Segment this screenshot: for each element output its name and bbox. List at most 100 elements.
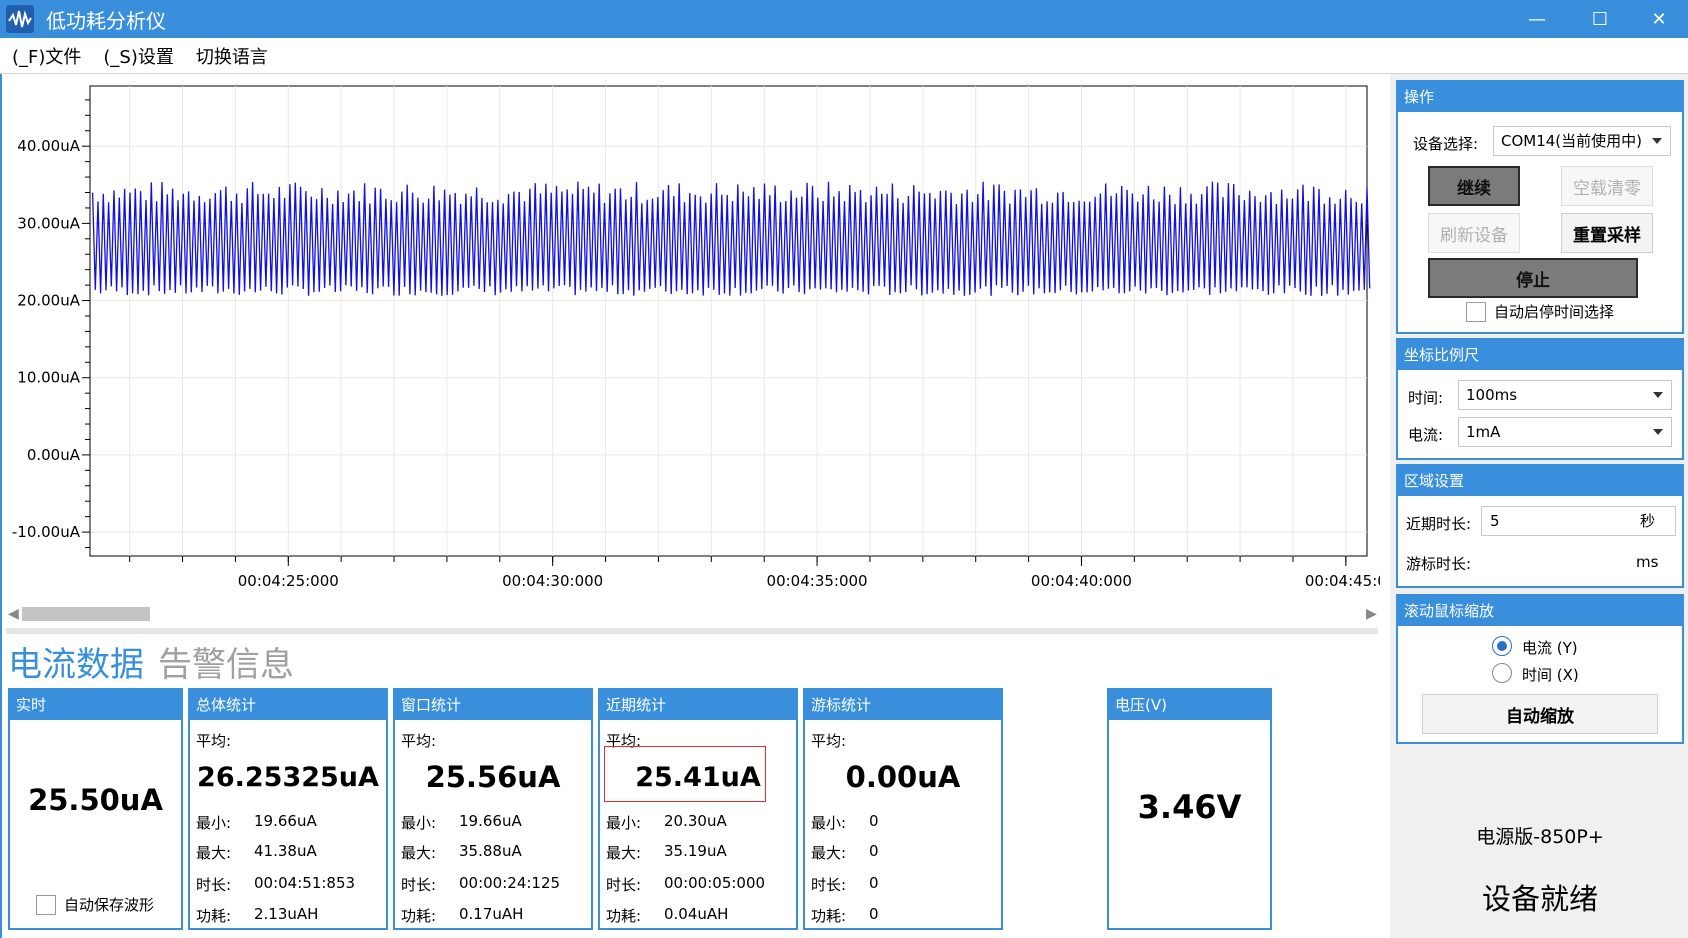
duration-value: 0	[869, 874, 879, 892]
panel-title: 滚动鼠标缩放	[1398, 596, 1682, 626]
window-stats-panel: 窗口统计 平均: 25.56uA 最小: 19.66uA 最大: 35.88uA 时…	[393, 688, 593, 930]
menu-bar: (_F)文件 (_S)设置 切换语言	[0, 38, 1688, 74]
auto-stop-checkbox[interactable]	[1466, 301, 1486, 322]
energy-row: 功耗: 0.04uAH	[606, 905, 728, 926]
zoom-time-label: 时间 (X)	[1522, 666, 1579, 684]
max-row: 最大: 35.19uA	[606, 842, 727, 863]
menu-language[interactable]: 切换语言	[195, 46, 268, 68]
x-tick-label: 00:04:35:000	[767, 572, 868, 590]
y-tick-label: 10.00uA	[17, 369, 80, 387]
energy-row: 功耗: 2.13uAH	[196, 905, 318, 926]
menu-settings[interactable]: (_S)设置	[103, 46, 174, 68]
zoom-time-radio[interactable]	[1492, 663, 1512, 683]
refresh-device-button[interactable]: 刷新设备	[1428, 213, 1520, 253]
duration-label: 时长:	[606, 876, 642, 894]
voltage-value: 3.46V	[1137, 788, 1242, 826]
panel-title: 游标统计	[805, 690, 1001, 720]
panel-title: 操作	[1398, 82, 1682, 112]
duration-label: 时长:	[196, 876, 232, 894]
energy-value: 2.13uAH	[254, 905, 319, 923]
max-label: 最大:	[811, 844, 847, 862]
maximize-button[interactable]: ☐	[1591, 8, 1609, 30]
zoom-current-radio[interactable]	[1492, 636, 1512, 656]
min-value: 19.66uA	[254, 812, 317, 830]
mouse-zoom-panel: 滚动鼠标缩放 电流 (Y) 时间 (X) 自动缩放	[1396, 594, 1684, 744]
x-tick-label: 00:04:25:000	[238, 572, 339, 590]
energy-label: 功耗:	[401, 907, 437, 925]
max-label: 最大:	[606, 844, 642, 862]
min-row: 最小: 19.66uA	[196, 812, 317, 833]
device-select-value: COM14(当前使用中)	[1501, 132, 1643, 150]
time-scale-label: 时间:	[1408, 389, 1444, 407]
autosave-label: 自动保存波形	[64, 896, 155, 914]
device-select[interactable]: COM14(当前使用中)	[1493, 126, 1671, 156]
recent-duration-input[interactable]: 5 秒	[1481, 506, 1676, 536]
autosave-option[interactable]: 自动保存波形	[36, 894, 154, 915]
cursor-stats-panel: 游标统计 平均: 0.00uA 最小: 0 最大: 0 时长: 0 功耗: 0	[803, 688, 1003, 930]
scroll-thumb[interactable]	[22, 607, 150, 621]
total-stats-panel: 总体统计 平均: 26.25325uA 最小: 19.66uA 最大: 41.38u…	[188, 688, 388, 930]
time-scale-select[interactable]: 100ms	[1458, 380, 1672, 410]
cursor-avg-value: 0.00uA	[845, 760, 961, 794]
energy-label: 功耗:	[196, 907, 232, 925]
autosave-checkbox[interactable]	[36, 894, 56, 915]
auto-stop-option[interactable]: 自动启停时间选择	[1466, 301, 1614, 322]
current-chart[interactable]: 40.00uA 30.00uA 20.00uA 10.00uA 0.00uA -10.00…	[0, 76, 1380, 636]
menu-file[interactable]: (_F)文件	[12, 46, 82, 68]
y-tick-label: 30.00uA	[17, 214, 80, 232]
max-value: 0	[869, 842, 879, 860]
panel-title: 近期统计	[600, 690, 796, 720]
tab-alarm-info[interactable]: 告警信息	[158, 644, 294, 685]
max-value: 41.38uA	[254, 842, 317, 860]
energy-value: 0.04uAH	[664, 905, 729, 923]
max-label: 最大:	[401, 844, 437, 862]
tab-current-data[interactable]: 电流数据	[8, 644, 144, 685]
y-tick-label: 0.00uA	[27, 446, 81, 464]
duration-row: 时长: 00:00:05:000	[606, 874, 765, 895]
chart-scrollbar[interactable]: ◀ ▶	[6, 604, 1377, 624]
auto-zoom-button[interactable]: 自动缩放	[1422, 694, 1658, 734]
panel-title: 区域设置	[1398, 466, 1682, 496]
y-tick-label: 20.00uA	[17, 292, 80, 310]
plot-area	[89, 85, 1368, 557]
current-scale-value: 1mA	[1466, 423, 1501, 441]
close-button[interactable]: ✕	[1651, 8, 1667, 30]
current-series-line	[91, 181, 1371, 296]
total-avg-value: 26.25325uA	[197, 762, 379, 793]
x-tick-label: 00:04:45:0	[1305, 572, 1380, 590]
device-model: 电源版-850P+	[1476, 826, 1604, 848]
reset-sampling-button[interactable]: 重置采样	[1561, 213, 1653, 253]
current-scale-select[interactable]: 1mA	[1458, 417, 1672, 447]
scroll-left-icon[interactable]: ◀	[8, 606, 19, 622]
splitter-bar[interactable]	[6, 628, 1378, 634]
max-row: 最大: 35.88uA	[401, 842, 522, 863]
min-label: 最小:	[401, 814, 437, 832]
minimize-button[interactable]: —	[1528, 8, 1546, 30]
max-label: 最大:	[196, 844, 232, 862]
avg-label: 平均:	[811, 732, 847, 750]
device-select-label: 设备选择:	[1413, 135, 1479, 153]
stop-button[interactable]: 停止	[1428, 258, 1638, 298]
window-avg-value: 25.56uA	[425, 760, 561, 794]
chart-svg[interactable]: 40.00uA 30.00uA 20.00uA 10.00uA 0.00uA -10.00…	[0, 76, 1380, 602]
recent-duration-label: 近期时长:	[1406, 515, 1472, 533]
avg-label: 平均:	[401, 732, 437, 750]
scroll-right-icon[interactable]: ▶	[1366, 606, 1377, 622]
y-tick-label: -10.00uA	[12, 523, 81, 541]
recent-duration-value: 5	[1490, 512, 1500, 530]
cursor-duration-label: 游标时长:	[1406, 555, 1472, 573]
min-row: 最小: 20.30uA	[606, 812, 727, 833]
max-value: 35.19uA	[664, 842, 727, 860]
x-tick-label: 00:04:40:000	[1031, 572, 1132, 590]
energy-value: 0.17uAH	[459, 905, 524, 923]
cursor-duration-unit: ms	[1636, 553, 1659, 571]
duration-row: 时长: 00:00:24:125	[401, 874, 560, 895]
continue-button[interactable]: 继续	[1428, 166, 1520, 206]
energy-label: 功耗:	[811, 907, 847, 925]
window-title: 低功耗分析仪	[46, 8, 166, 33]
recent-stats-panel: 近期统计 平均: 25.41uA 最小: 20.30uA 最大: 35.19uA 时…	[598, 688, 798, 930]
duration-value: 00:04:51:853	[254, 874, 356, 892]
panel-title: 实时	[10, 690, 181, 720]
zero-calibrate-button[interactable]: 空载清零	[1561, 166, 1653, 206]
app-logo-icon	[6, 5, 34, 33]
